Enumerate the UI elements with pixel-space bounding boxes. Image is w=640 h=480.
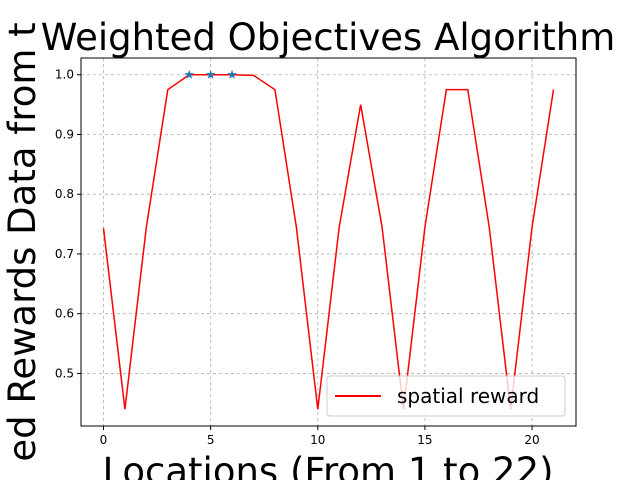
legend-box bbox=[326, 375, 566, 417]
star-marker bbox=[205, 69, 216, 79]
y-tick-label: 0.6 bbox=[55, 307, 74, 321]
y-axis-label: ed Rewards Data from t bbox=[1, 22, 44, 461]
y-tick-label: 0.8 bbox=[55, 187, 74, 201]
legend-label: spatial reward bbox=[397, 384, 539, 408]
x-tick-label: 15 bbox=[417, 433, 432, 447]
x-tick-label: 20 bbox=[524, 433, 539, 447]
data-line bbox=[102, 73, 555, 410]
x-axis-label: Locations (From 1 to 22) bbox=[102, 450, 553, 480]
star-marker bbox=[227, 69, 237, 79]
star-marker bbox=[184, 69, 194, 79]
y-tick-label: 0.9 bbox=[55, 127, 74, 141]
chart-title: Weighted Objectives Algorithm bbox=[41, 16, 616, 59]
x-tick-label: 10 bbox=[310, 433, 325, 447]
axes-frame bbox=[80, 57, 577, 427]
x-tick-label: 5 bbox=[207, 433, 215, 447]
x-tick-label: 0 bbox=[100, 433, 108, 447]
y-tick-label: 1.0 bbox=[55, 68, 74, 82]
y-tick-label: 0.5 bbox=[55, 366, 74, 380]
y-tick-label: 0.7 bbox=[55, 247, 74, 261]
